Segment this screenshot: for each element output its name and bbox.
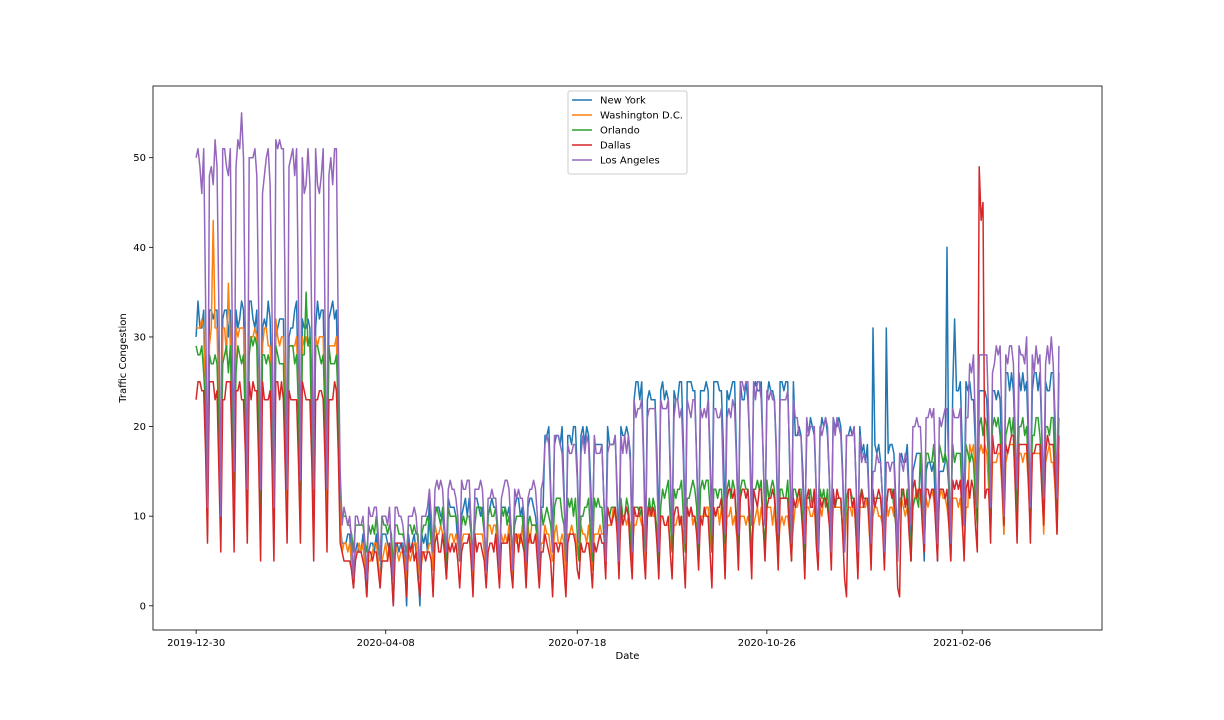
legend-label: Orlando <box>600 126 640 137</box>
legend: New York Washington D.C. Orlando Dallas Los … <box>567 90 688 175</box>
y-tick-label: 50 <box>133 153 146 164</box>
y-tick-label: 40 <box>133 243 146 254</box>
x-axis: 2019-12-30 2020-04-08 2020-07-18 2020-10-26… <box>167 630 991 649</box>
x-tick-label: 2020-10-26 <box>738 638 796 649</box>
legend-label: Washington D.C. <box>600 111 683 122</box>
y-tick-label: 20 <box>133 422 146 433</box>
x-tick-label: 2021-02-06 <box>933 638 991 649</box>
x-axis-label: Date <box>616 651 640 662</box>
legend-label: Los Angeles <box>600 156 660 167</box>
y-axis: 0 10 20 30 40 50 <box>133 153 153 612</box>
series-line-dallas <box>195 165 1060 607</box>
plot-frame <box>152 85 1103 631</box>
legend-box <box>567 90 688 175</box>
y-axis-label: Traffic Congestion <box>118 313 129 404</box>
plot-lines <box>195 112 1060 607</box>
legend-label: Dallas <box>600 141 631 152</box>
legend-label: New York <box>600 96 646 107</box>
y-tick-label: 0 <box>140 601 146 612</box>
y-tick-label: 30 <box>133 332 146 343</box>
x-tick-label: 2019-12-30 <box>167 638 225 649</box>
series-line-los-angeles <box>195 112 1060 580</box>
x-tick-label: 2020-07-18 <box>548 638 606 649</box>
y-tick-label: 10 <box>133 512 146 523</box>
x-tick-label: 2020-04-08 <box>357 638 415 649</box>
